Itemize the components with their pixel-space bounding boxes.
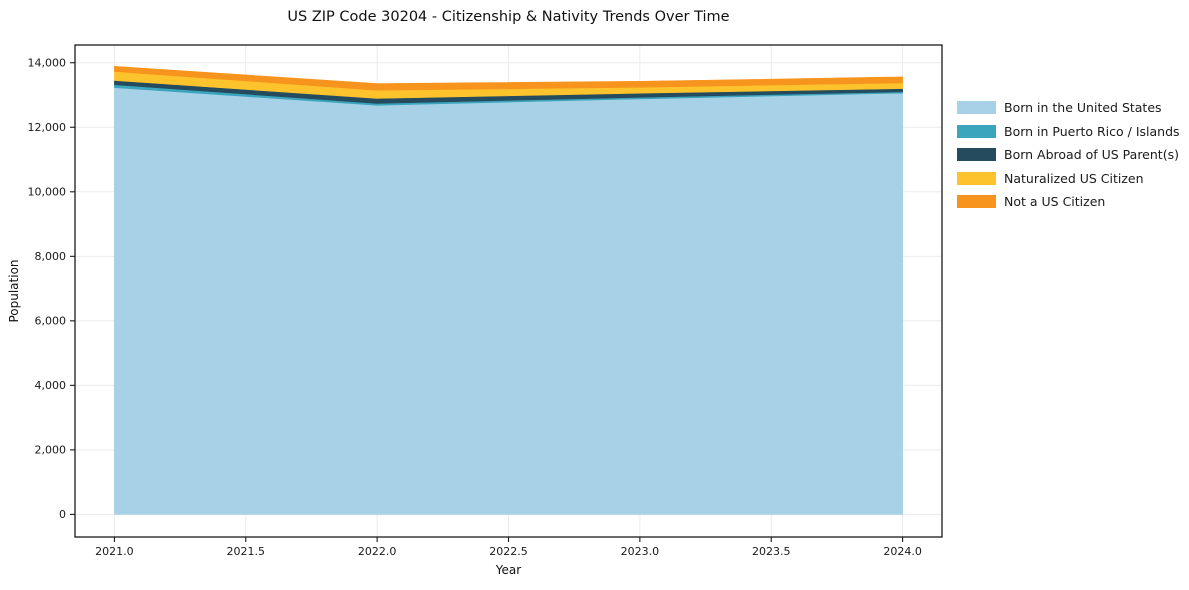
svg-text:2022.0: 2022.0 <box>358 545 397 558</box>
legend-swatch-born-abroad <box>957 148 996 161</box>
svg-text:10,000: 10,000 <box>28 186 67 199</box>
legend: Born in the United States Born in Puerto… <box>957 101 1180 219</box>
legend-item: Born in Puerto Rico / Islands <box>957 123 1180 139</box>
legend-item: Born Abroad of US Parent(s) <box>957 148 1180 161</box>
legend-label: Born Abroad of US Parent(s) <box>1004 147 1179 162</box>
svg-text:2023.0: 2023.0 <box>621 545 660 558</box>
svg-text:14,000: 14,000 <box>28 56 67 69</box>
legend-label: Not a US Citizen <box>1004 194 1106 209</box>
svg-text:12,000: 12,000 <box>28 121 67 134</box>
chart-title: US ZIP Code 30204 - Citizenship & Nativi… <box>287 9 730 25</box>
legend-label: Born in Puerto Rico / Islands <box>1004 123 1180 139</box>
legend-item: Born in the United States <box>957 101 1180 114</box>
svg-text:4,000: 4,000 <box>35 379 67 392</box>
svg-text:2022.5: 2022.5 <box>489 545 528 558</box>
svg-text:2021.5: 2021.5 <box>227 545 266 558</box>
svg-text:2024.0: 2024.0 <box>883 545 922 558</box>
legend-swatch-not-citizen <box>957 195 996 208</box>
legend-item: Naturalized US Citizen <box>957 170 1180 186</box>
legend-label: Born in the United States <box>1004 100 1162 115</box>
svg-text:8,000: 8,000 <box>35 250 67 263</box>
legend-item: Not a US Citizen <box>957 195 1180 208</box>
x-axis-label: Year <box>495 563 522 577</box>
y-axis-label: Population <box>7 259 21 323</box>
svg-text:0: 0 <box>59 508 66 521</box>
legend-swatch-born-us <box>957 101 996 114</box>
legend-label: Naturalized US Citizen <box>1004 170 1144 186</box>
svg-text:2,000: 2,000 <box>35 444 67 457</box>
legend-swatch-naturalized <box>957 171 996 185</box>
svg-text:2023.5: 2023.5 <box>752 545 791 558</box>
legend-swatch-born-pr <box>957 124 996 138</box>
svg-text:6,000: 6,000 <box>35 315 67 328</box>
svg-text:2021.0: 2021.0 <box>95 545 134 558</box>
